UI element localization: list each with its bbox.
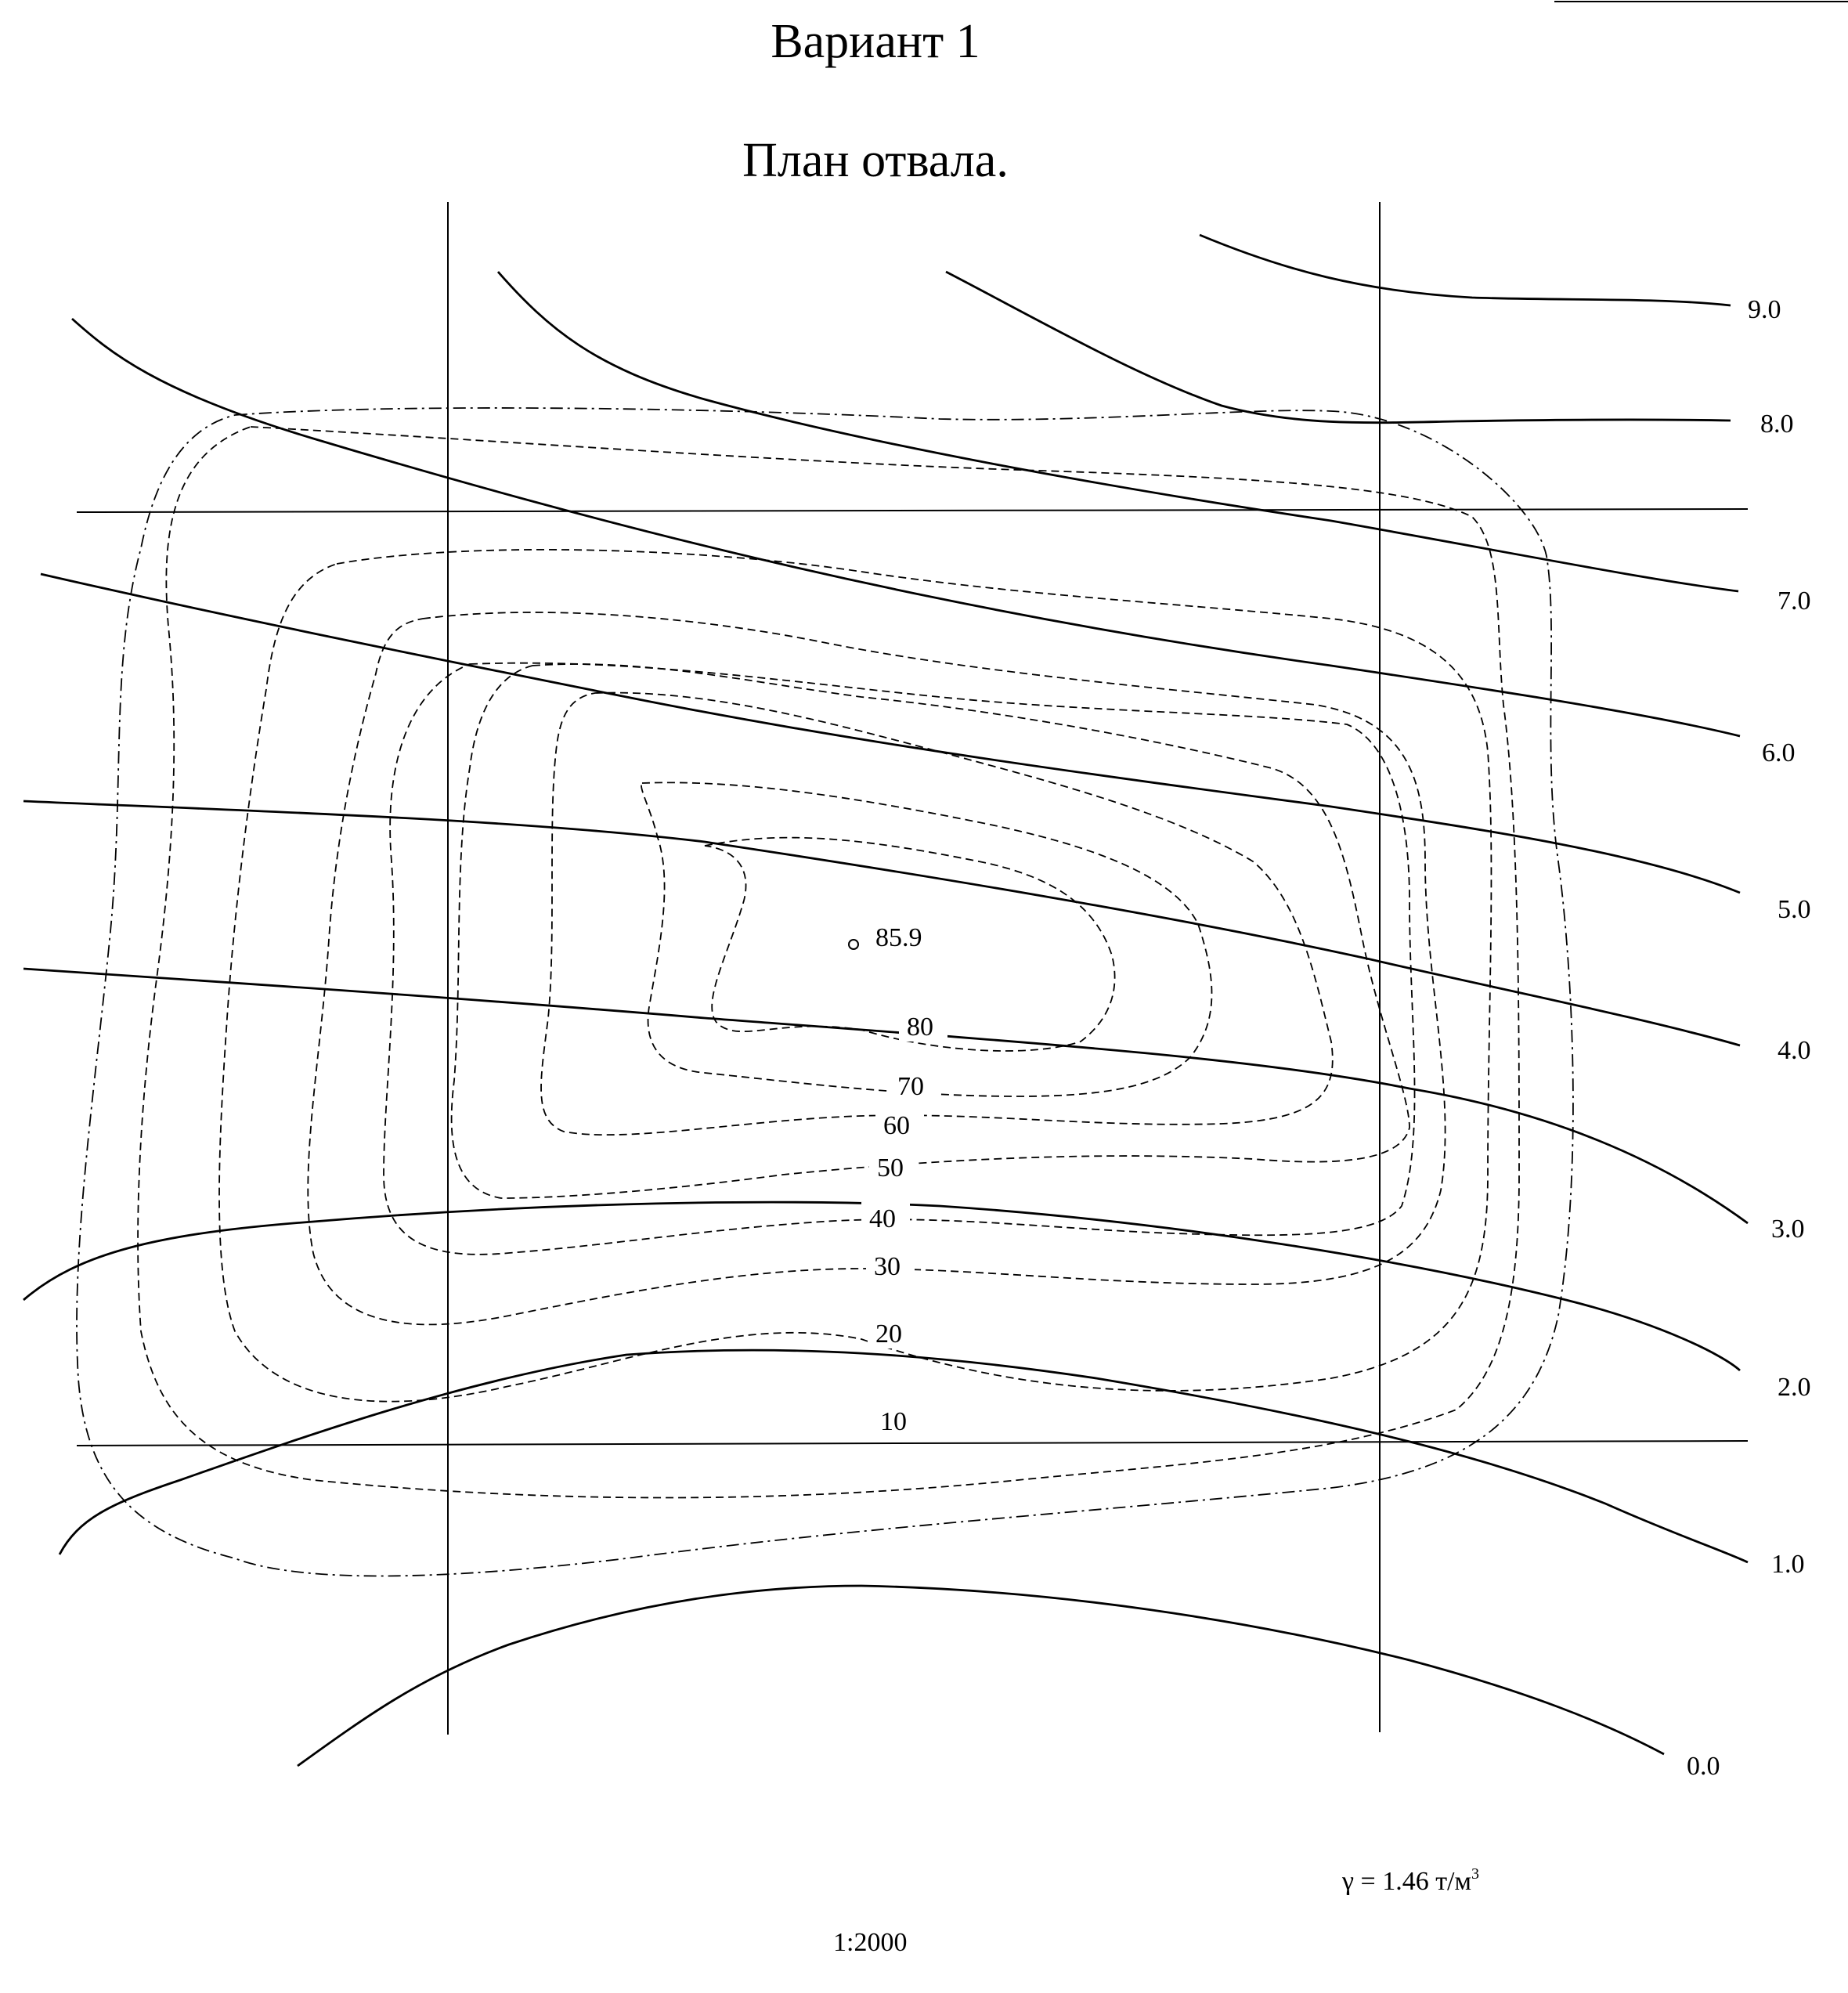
contour-0-outline xyxy=(76,407,1574,1577)
isoline-label-2: 2.0 xyxy=(1778,1373,1811,1402)
contour-50 xyxy=(450,663,1410,1199)
grid-horizontal-bottom xyxy=(76,1440,1749,1446)
base-isolines xyxy=(23,233,1749,1767)
isoline-3 xyxy=(23,967,1749,1225)
peak-marker xyxy=(848,939,859,950)
contour-label-10: 10 xyxy=(880,1407,907,1436)
scale-label: 1:2000 xyxy=(833,1928,908,1957)
contour-label-20: 20 xyxy=(875,1320,902,1349)
density-note: γ = 1.46 т/м3 xyxy=(1342,1865,1479,1897)
peak-label: 85.9 xyxy=(875,923,922,952)
contour-80 xyxy=(704,836,1116,1052)
isoline-9 xyxy=(1199,233,1731,307)
contour-label-70: 70 xyxy=(897,1072,924,1101)
page-title: Вариант 1 xyxy=(771,15,980,68)
isoline-8 xyxy=(945,270,1731,424)
isoline-7 xyxy=(496,271,1739,593)
isoline-1 xyxy=(58,1349,1749,1564)
isoline-label-5: 5.0 xyxy=(1778,895,1811,924)
isoline-label-4: 4.0 xyxy=(1778,1036,1811,1065)
grid-horizontal-top xyxy=(76,508,1749,513)
contour-label-60: 60 xyxy=(883,1111,910,1140)
density-value: γ = 1.46 т/м xyxy=(1342,1867,1472,1896)
coordinate-grid xyxy=(76,202,1749,1735)
isoline-label-8: 8.0 xyxy=(1760,410,1794,439)
isoline-label-0: 0.0 xyxy=(1687,1752,1720,1781)
contour-labels: 80 70 60 50 40 30 20 10 xyxy=(861,1010,947,1436)
isoline-0 xyxy=(297,1584,1665,1767)
isoline-label-1: 1.0 xyxy=(1771,1550,1805,1579)
isoline-2 xyxy=(23,1200,1741,1372)
density-unit-exponent: 3 xyxy=(1471,1865,1480,1883)
contour-label-50: 50 xyxy=(877,1154,904,1182)
isoline-label-7: 7.0 xyxy=(1778,587,1811,616)
contour-40 xyxy=(383,662,1416,1255)
contour-20 xyxy=(218,548,1492,1403)
contour-label-80: 80 xyxy=(907,1013,933,1042)
contour-label-30: 30 xyxy=(874,1252,901,1281)
isoline-6 xyxy=(71,317,1741,738)
contour-label-40: 40 xyxy=(869,1204,896,1233)
contour-60 xyxy=(540,691,1334,1136)
contour-30 xyxy=(307,612,1446,1326)
isoline-label-9: 9.0 xyxy=(1748,295,1781,324)
isoline-labels: 9.0 8.0 7.0 6.0 5.0 4.0 3.0 2.0 1.0 0.0 xyxy=(1687,295,1811,1781)
isoline-label-3: 3.0 xyxy=(1771,1215,1805,1244)
page-subtitle: План отвала. xyxy=(742,134,1009,187)
contour-10 xyxy=(137,426,1520,1499)
isoline-label-6: 6.0 xyxy=(1762,738,1796,767)
isoline-4 xyxy=(23,800,1741,1047)
dump-contours xyxy=(76,407,1574,1577)
contour-70 xyxy=(641,782,1213,1097)
